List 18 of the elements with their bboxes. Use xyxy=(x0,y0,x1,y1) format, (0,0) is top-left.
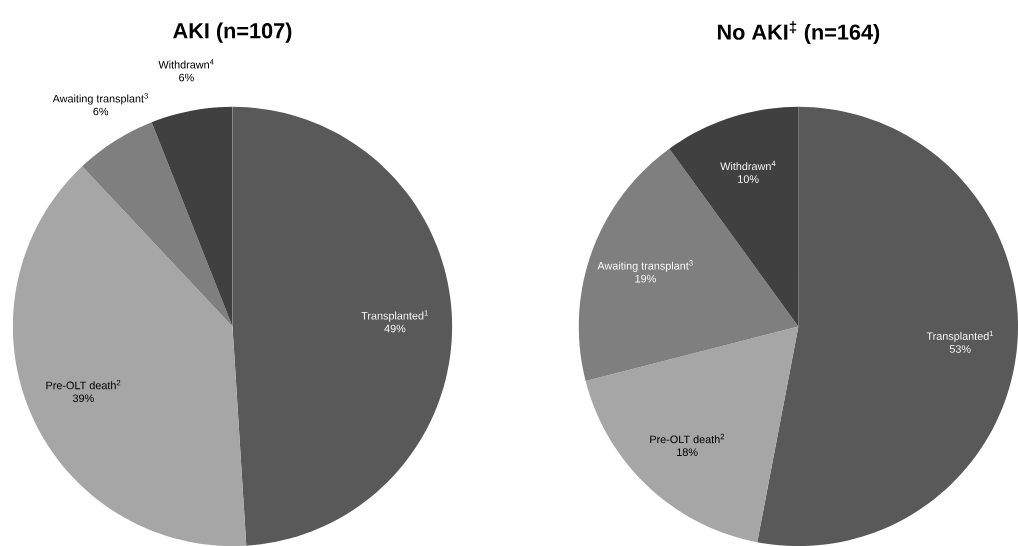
slice-label: Awaiting transplant$^{3}$ xyxy=(52,93,148,105)
data-label: 6% xyxy=(93,107,109,116)
data-label: 39% xyxy=(72,394,94,403)
chart-title: AKI (n=107) xyxy=(173,22,292,43)
data-label: 6% xyxy=(179,73,194,82)
slice-label: Awaiting transplant$^{3}$ xyxy=(597,260,693,272)
chart-title: No AKI$^{‡}$ (n=164) xyxy=(717,21,880,45)
slice-label: Pre-OLT death$^{2}$ xyxy=(46,379,121,390)
data-label: 10% xyxy=(738,175,759,183)
slice-label: Withdrawn$^{4}$ xyxy=(720,160,776,171)
slice-label: Transplanted$^{1}$ xyxy=(926,330,994,343)
data-label: 19% xyxy=(635,274,656,283)
slice-label: Transplanted$^{1}$ xyxy=(361,310,428,322)
slice-label: Withdrawn$^{4}$ xyxy=(158,59,214,69)
data-label: 18% xyxy=(677,448,698,456)
data-label: 53% xyxy=(949,345,971,353)
slice-label: Pre-OLT death$^{2}$ xyxy=(650,433,725,444)
data-label: 49% xyxy=(384,324,406,333)
